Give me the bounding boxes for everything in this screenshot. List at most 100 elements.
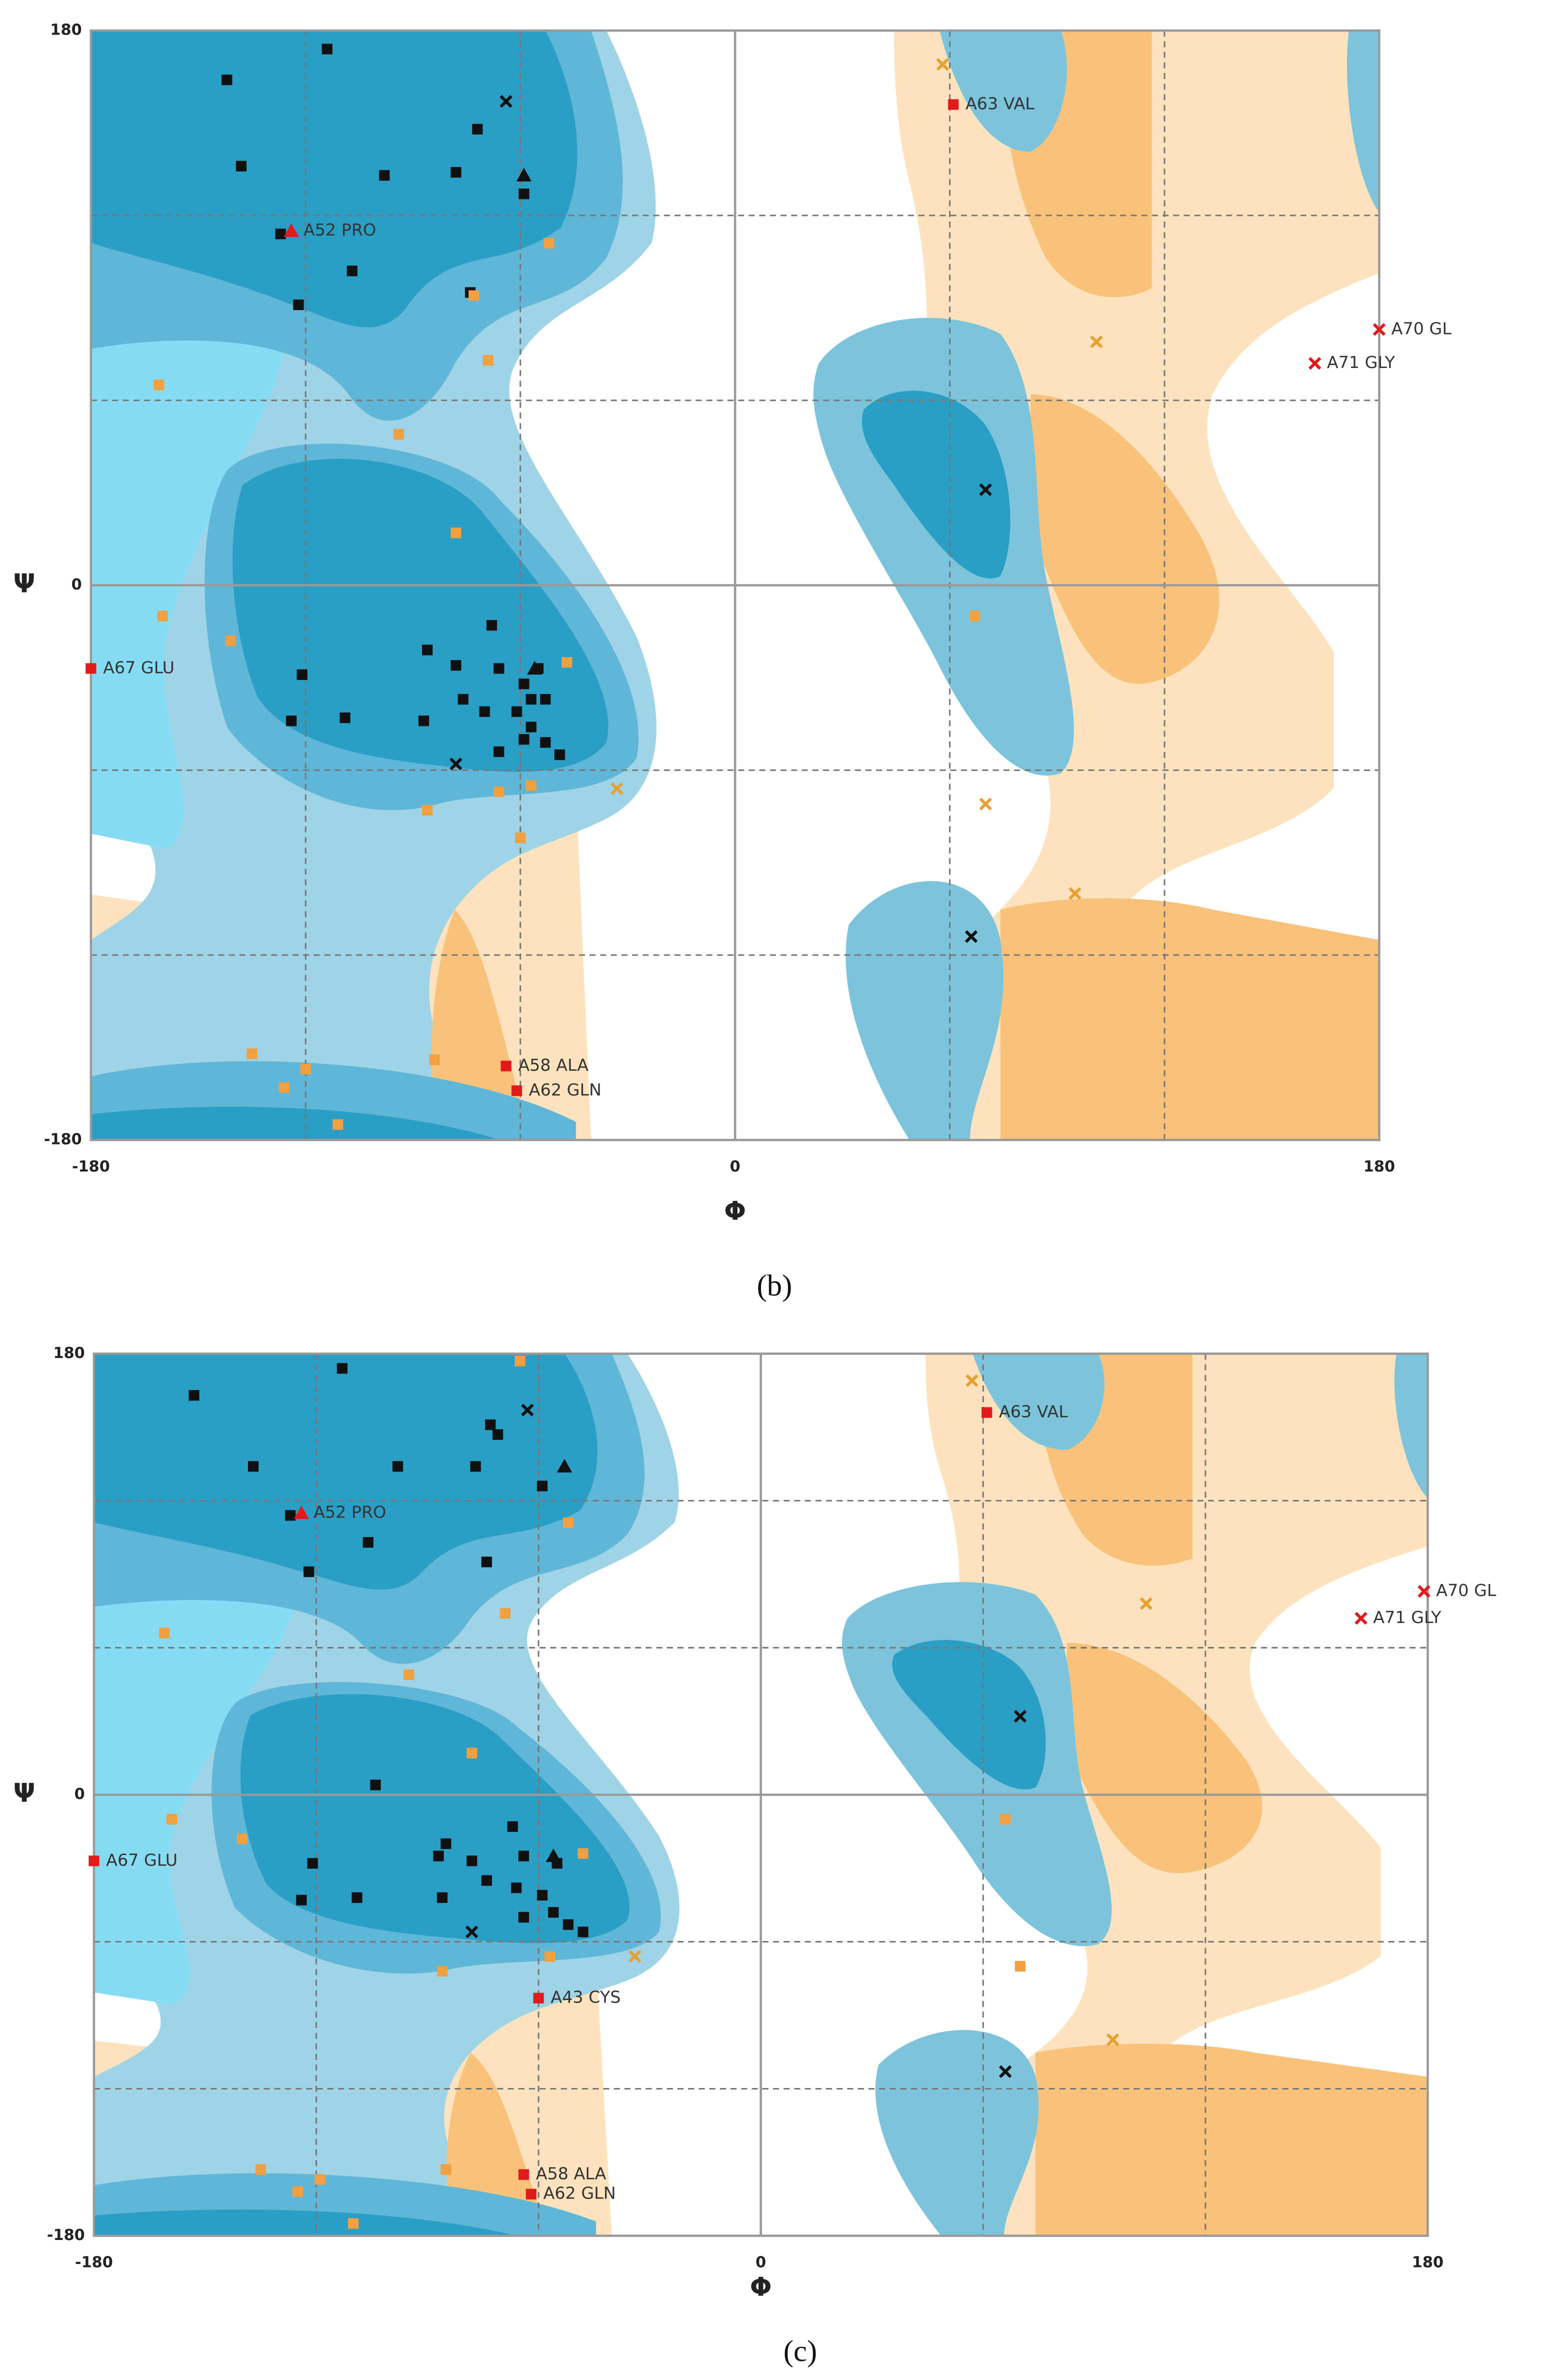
point bbox=[610, 782, 624, 796]
point bbox=[436, 1892, 448, 1903]
point bbox=[507, 1821, 518, 1832]
point bbox=[494, 786, 504, 798]
point bbox=[518, 1850, 530, 1862]
x-tick-label: 0 bbox=[756, 2254, 766, 2272]
point bbox=[188, 1390, 200, 1401]
residue-label: A67 GLU bbox=[106, 1850, 178, 1870]
point bbox=[236, 160, 247, 172]
point bbox=[511, 1882, 522, 1894]
point bbox=[540, 737, 551, 748]
point bbox=[307, 1858, 318, 1869]
point bbox=[500, 1060, 512, 1072]
residue-label: A70 GL bbox=[1436, 1580, 1496, 1600]
point bbox=[304, 1566, 314, 1578]
y-axis-label: Ψ bbox=[14, 1778, 36, 1808]
point bbox=[284, 223, 299, 237]
point bbox=[1014, 1960, 1026, 1972]
point bbox=[340, 712, 350, 724]
point bbox=[225, 635, 236, 646]
point bbox=[562, 1919, 574, 1930]
point bbox=[494, 746, 504, 757]
y-tick-label: 180 bbox=[50, 22, 82, 39]
point bbox=[482, 354, 494, 366]
point bbox=[970, 610, 980, 622]
point bbox=[332, 1119, 344, 1130]
point bbox=[422, 644, 433, 656]
point bbox=[948, 99, 959, 110]
point bbox=[379, 170, 390, 181]
point bbox=[486, 620, 498, 631]
point bbox=[159, 1628, 170, 1638]
point bbox=[285, 1510, 296, 1521]
point bbox=[336, 1363, 348, 1374]
point bbox=[440, 2164, 452, 2175]
point bbox=[518, 2169, 530, 2180]
point bbox=[166, 1814, 178, 1825]
point bbox=[1308, 357, 1322, 370]
point bbox=[286, 716, 297, 726]
point bbox=[521, 1404, 534, 1416]
point bbox=[481, 1556, 492, 1568]
y-axis-label: Ψ bbox=[14, 569, 36, 599]
point bbox=[511, 706, 522, 717]
residue-label: A62 GLN bbox=[529, 1080, 602, 1100]
point bbox=[936, 58, 950, 71]
caption: (b) bbox=[757, 1269, 792, 1302]
point bbox=[982, 1407, 992, 1418]
point bbox=[296, 669, 308, 680]
point bbox=[548, 1907, 559, 1918]
x-tick-label: 180 bbox=[1412, 2254, 1444, 2272]
point bbox=[255, 2164, 266, 2175]
point bbox=[1014, 1710, 1027, 1723]
point bbox=[468, 290, 480, 301]
point bbox=[526, 694, 536, 705]
x-tick-label: 0 bbox=[730, 1158, 740, 1176]
point bbox=[296, 1894, 307, 1906]
point bbox=[422, 804, 433, 816]
point bbox=[526, 780, 536, 791]
point bbox=[998, 2065, 1012, 2078]
residue-label: A63 VAL bbox=[999, 1402, 1068, 1421]
point bbox=[556, 1458, 572, 1472]
point bbox=[540, 694, 551, 705]
point bbox=[1372, 323, 1386, 336]
y-tick-label: 180 bbox=[53, 1344, 84, 1362]
point bbox=[362, 1537, 374, 1548]
point bbox=[88, 1856, 100, 1866]
point bbox=[479, 706, 490, 717]
point bbox=[481, 1875, 492, 1886]
point bbox=[1000, 1814, 1011, 1825]
point bbox=[526, 2188, 536, 2200]
x-axis-label: Φ bbox=[750, 2272, 772, 2302]
point bbox=[466, 1748, 478, 1758]
point bbox=[964, 930, 978, 943]
point bbox=[485, 1419, 496, 1430]
residue-label: A58 ALA bbox=[536, 2164, 606, 2184]
point bbox=[465, 1926, 478, 1938]
point bbox=[628, 1950, 642, 1963]
point bbox=[450, 528, 462, 538]
point bbox=[526, 722, 536, 732]
point bbox=[511, 1085, 522, 1096]
point bbox=[348, 2218, 359, 2229]
point bbox=[518, 678, 530, 690]
point bbox=[562, 1517, 574, 1528]
point bbox=[536, 1890, 548, 1900]
point bbox=[1068, 887, 1082, 900]
point bbox=[536, 1480, 548, 1492]
point bbox=[533, 1992, 544, 2004]
point bbox=[292, 2186, 304, 2197]
point bbox=[429, 1054, 440, 1066]
y-tick-label: -180 bbox=[44, 1130, 82, 1148]
point bbox=[154, 380, 164, 390]
residue-label: A70 GL bbox=[1392, 318, 1452, 338]
x-tick-label: -180 bbox=[72, 1158, 110, 1176]
point bbox=[578, 1926, 588, 1938]
point bbox=[500, 95, 512, 108]
point bbox=[966, 1374, 978, 1388]
point bbox=[518, 1912, 530, 1923]
point bbox=[370, 1780, 381, 1790]
point bbox=[440, 1838, 452, 1850]
point bbox=[314, 2174, 326, 2185]
